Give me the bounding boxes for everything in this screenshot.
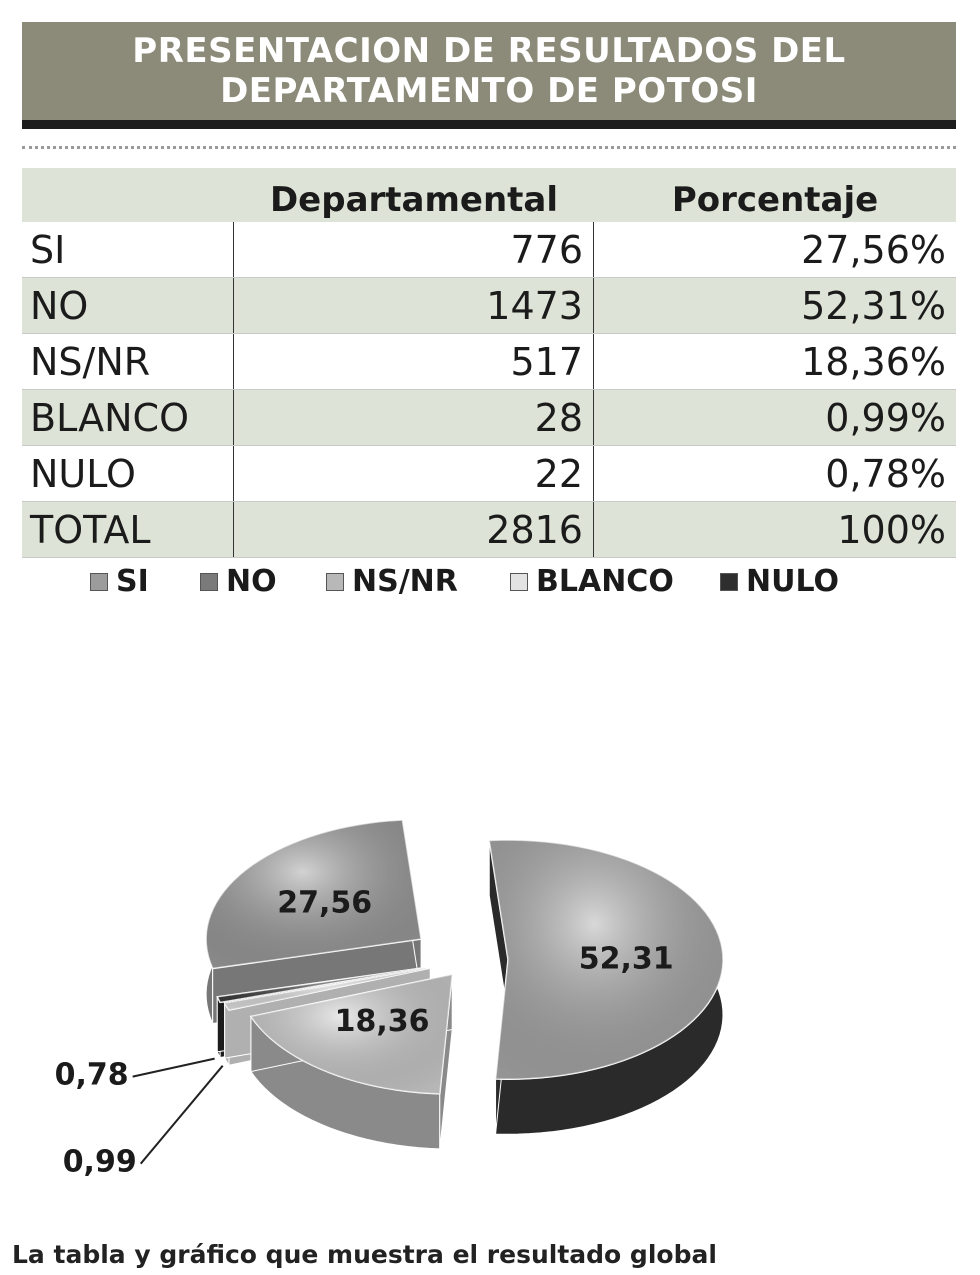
data-label: 18,36 (335, 1004, 430, 1039)
legend-swatch-icon (90, 572, 108, 591)
table-row: TOTAL 2816 100% (22, 502, 956, 558)
legend-item-nulo: NULO (720, 564, 839, 599)
row-value: 776 (234, 222, 594, 277)
dotted-divider (22, 146, 956, 149)
row-value: 1473 (234, 278, 594, 333)
slice-shading (224, 968, 431, 1011)
legend-swatch-icon (510, 572, 528, 591)
leader-line (139, 1065, 224, 1165)
row-label: TOTAL (22, 502, 234, 557)
row-value: 2816 (234, 502, 594, 557)
table-row: NO 1473 52,31% (22, 278, 956, 334)
legend-label: BLANCO (536, 564, 674, 599)
row-value: 28 (234, 390, 594, 445)
slice-shading (217, 967, 426, 1003)
row-percent: 52,31% (801, 283, 946, 328)
row-label: NO (22, 278, 234, 333)
title-line-2: DEPARTAMENTO DE POTOSI (220, 71, 758, 111)
legend-label: NO (226, 564, 277, 599)
legend-item-blanco: BLANCO (510, 564, 674, 599)
title-rule (22, 120, 956, 129)
table-row: BLANCO 28 0,99% (22, 390, 956, 446)
legend-item-si: SI (90, 564, 149, 599)
pie-chart: 52,31 18,36 0,99 0,78 27,56 (55, 819, 724, 1180)
title-line-1: PRESENTACION DE RESULTADOS DEL (132, 31, 846, 71)
row-percent: 0,99% (825, 395, 946, 440)
table-row: NULO 22 0,78% (22, 446, 956, 502)
table-row: SI 776 27,56% (22, 222, 956, 278)
row-label: NULO (22, 446, 234, 501)
pie-slice-nsnr (249, 973, 454, 1150)
legend-swatch-icon (720, 572, 738, 591)
results-table: Departamental Porcentaje SI 776 27,56% N… (22, 168, 956, 558)
chart-legend: SI NO NS/NR BLANCO NULO (0, 560, 980, 604)
legend-label: NULO (746, 564, 840, 599)
figure-caption: La tabla y gráfico que muestra el result… (12, 1240, 717, 1269)
data-label: 0,99 (63, 1145, 137, 1180)
leader-line (132, 1057, 215, 1078)
slice-shading (489, 840, 723, 1080)
row-label: BLANCO (22, 390, 234, 445)
legend-label: NS/NR (352, 564, 458, 599)
data-label: 0,78 (55, 1058, 129, 1093)
row-percent: 18,36% (801, 339, 946, 384)
row-percent: 100% (837, 507, 946, 552)
legend-item-no: NO (200, 564, 277, 599)
row-percent: 27,56% (801, 227, 946, 272)
row-value: 517 (234, 334, 594, 389)
header-departamental: Departamental (269, 180, 559, 220)
pie-slices: 52,31 18,36 0,99 0,78 27,56 (55, 819, 724, 1180)
legend-item-nsnr: NS/NR (326, 564, 458, 599)
header-porcentaje: Porcentaje (671, 180, 879, 220)
table-header: Departamental Porcentaje (22, 168, 956, 222)
row-label: SI (22, 222, 234, 277)
row-label: NS/NR (22, 334, 234, 389)
legend-swatch-icon (200, 572, 218, 591)
pie-slice-no (488, 839, 724, 1135)
row-value: 22 (234, 446, 594, 501)
data-label: 27,56 (277, 886, 372, 921)
table-row: NS/NR 517 18,36% (22, 334, 956, 390)
title-bar: PRESENTACION DE RESULTADOS DEL DEPARTAME… (22, 22, 956, 120)
row-percent: 0,78% (825, 451, 946, 496)
slice-shading (206, 820, 422, 969)
legend-swatch-icon (326, 572, 344, 591)
slice-shading (250, 974, 453, 1094)
data-label: 52,31 (579, 942, 674, 977)
legend-label: SI (116, 564, 149, 599)
